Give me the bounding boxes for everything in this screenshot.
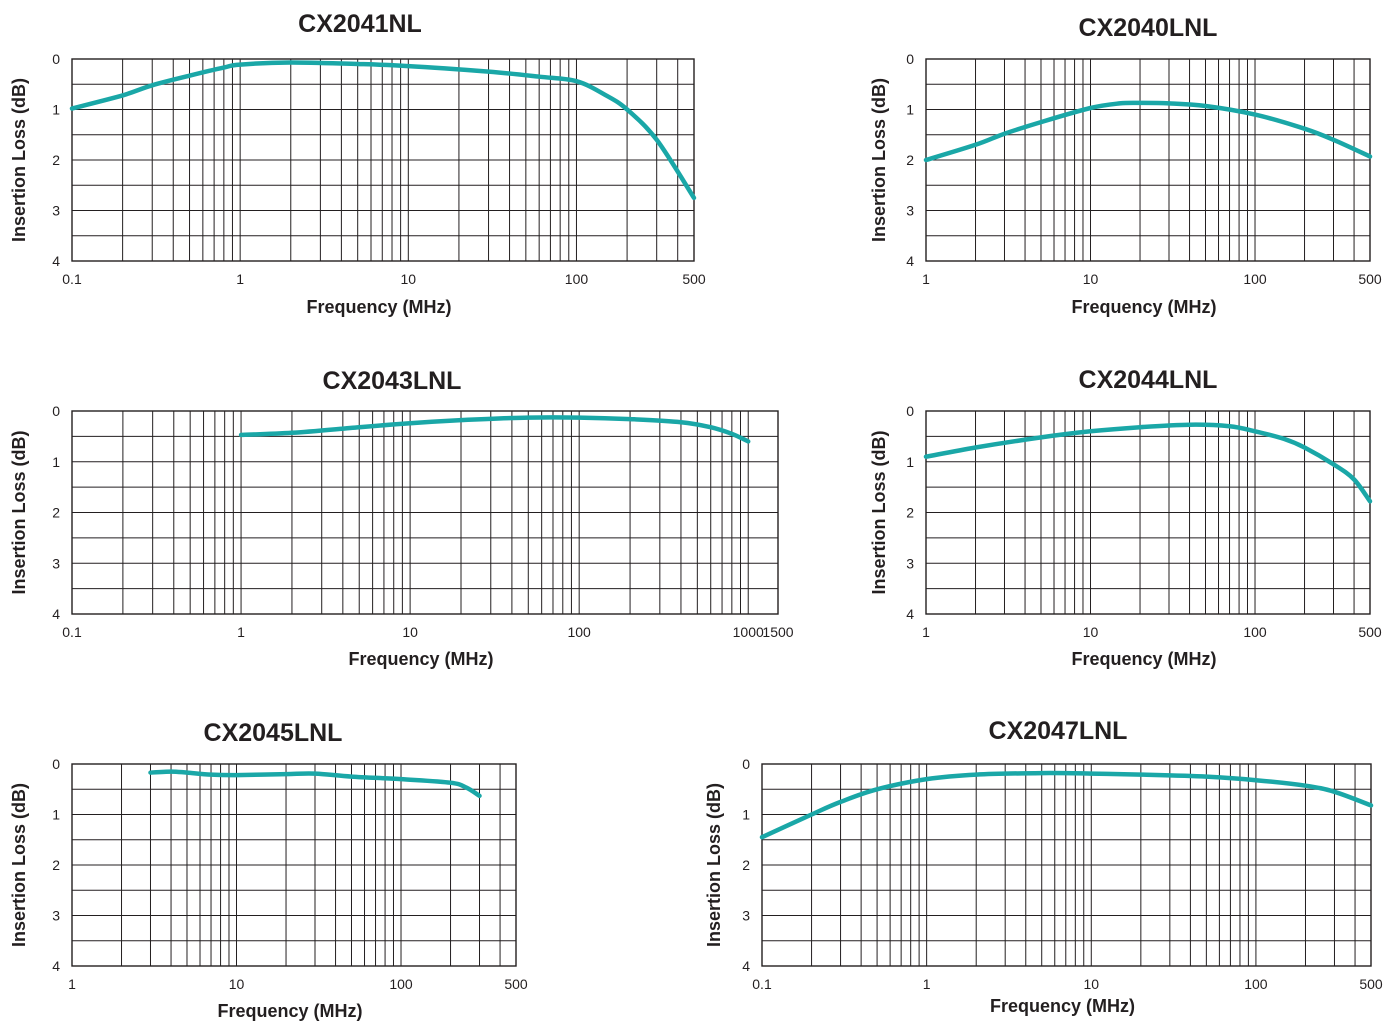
y-tick-label: 1	[906, 454, 914, 470]
y-tick-label: 3	[742, 908, 750, 924]
y-tick-label: 0	[52, 51, 60, 67]
x-tick-label: 500	[1358, 271, 1382, 287]
x-tick-label: 10	[229, 976, 245, 992]
x-tick-label: 100	[1244, 976, 1268, 992]
insertion-loss-curve	[148, 769, 482, 799]
x-axis-label: Frequency (MHz)	[1071, 297, 1216, 317]
chart-5: CX2047LNL 0 1 2 3 40.1 1 10 100 500 Frequency (MHz…	[704, 717, 1383, 1016]
insertion-loss-curve	[923, 100, 1373, 163]
x-tick-label: 500	[682, 271, 706, 287]
x-tick-label: 1	[237, 624, 245, 640]
x-axis-label: Frequency (MHz)	[348, 649, 493, 669]
y-tick-label: 4	[906, 253, 914, 269]
plot-frame	[71, 763, 517, 967]
y-tick-label: 3	[52, 908, 60, 924]
x-tick-label: 500	[1358, 624, 1382, 640]
x-tick-label: 10	[1083, 624, 1099, 640]
y-tick-label: 3	[906, 203, 914, 219]
y-tick-label: 3	[906, 555, 914, 571]
chart-title: CX2044LNL	[1079, 366, 1218, 394]
chart-title: CX2041NL	[298, 10, 422, 38]
y-tick-label: 0	[52, 756, 60, 772]
y-tick-label: 4	[52, 958, 60, 974]
x-tick-label: 1500	[762, 624, 793, 640]
x-axis-label: Frequency (MHz)	[1071, 649, 1216, 669]
x-tick-label: 500	[504, 976, 528, 992]
chart-title: CX2045LNL	[204, 719, 343, 747]
chart-title: CX2040LNL	[1079, 14, 1218, 42]
y-tick-label: 1	[52, 454, 60, 470]
x-tick-label: 10	[1083, 271, 1099, 287]
y-tick-label: 1	[906, 102, 914, 118]
x-tick-label: 1	[68, 976, 76, 992]
y-tick-label: 4	[52, 606, 60, 622]
plot-frame	[71, 58, 695, 262]
y-tick-label: 1	[52, 807, 60, 823]
y-axis-label: Insertion Loss (dB)	[9, 78, 29, 242]
x-tick-label: 1000	[733, 624, 764, 640]
x-tick-label: 0.1	[62, 271, 82, 287]
y-tick-label: 3	[52, 555, 60, 571]
y-tick-label: 4	[742, 958, 750, 974]
y-tick-label: 0	[742, 756, 750, 772]
y-axis-label: Insertion Loss (dB)	[9, 430, 29, 594]
x-tick-label: 100	[567, 624, 591, 640]
y-tick-label: 2	[52, 505, 60, 521]
x-tick-label: 1	[923, 976, 931, 992]
y-tick-label: 1	[52, 102, 60, 118]
x-tick-label: 100	[565, 271, 589, 287]
x-tick-label: 1	[236, 271, 244, 287]
insertion-loss-curve	[69, 60, 697, 201]
chart-title: CX2043LNL	[323, 367, 462, 395]
x-tick-label: 100	[1243, 624, 1267, 640]
y-tick-label: 2	[52, 152, 60, 168]
y-tick-label: 2	[52, 857, 60, 873]
x-tick-label: 100	[1243, 271, 1267, 287]
chart-title: CX2047LNL	[989, 717, 1128, 745]
y-axis-label: Insertion Loss (dB)	[869, 430, 889, 594]
y-axis-label: Insertion Loss (dB)	[704, 783, 724, 947]
x-tick-label: 10	[401, 271, 417, 287]
y-tick-label: 0	[906, 403, 914, 419]
x-tick-label: 0.1	[62, 624, 82, 640]
insertion-loss-curve	[238, 415, 751, 444]
y-axis-label: Insertion Loss (dB)	[9, 783, 29, 947]
x-axis-label: Frequency (MHz)	[306, 297, 451, 317]
y-tick-label: 0	[906, 51, 914, 67]
x-tick-label: 10	[1083, 976, 1099, 992]
x-axis-label: Frequency (MHz)	[990, 996, 1135, 1016]
x-axis-label: Frequency (MHz)	[217, 1001, 362, 1021]
plot-frame	[71, 410, 779, 615]
y-tick-label: 2	[906, 505, 914, 521]
chart-0: CX2041NL 0 1 2 3 40.1 1 10 100 500 Frequency (MHz)…	[9, 10, 706, 317]
insertion-loss-curve	[759, 770, 1374, 840]
y-tick-label: 1	[742, 807, 750, 823]
x-tick-label: 1	[922, 624, 930, 640]
y-tick-label: 4	[906, 606, 914, 622]
x-tick-label: 0.1	[752, 976, 772, 992]
plot-frame	[925, 410, 1371, 615]
x-tick-label: 1	[922, 271, 930, 287]
y-tick-label: 2	[906, 152, 914, 168]
plot-frame	[761, 763, 1372, 967]
x-tick-label: 10	[402, 624, 418, 640]
y-tick-label: 4	[52, 253, 60, 269]
y-tick-label: 2	[742, 857, 750, 873]
y-tick-label: 3	[52, 203, 60, 219]
y-tick-label: 0	[52, 403, 60, 419]
x-tick-label: 100	[389, 976, 413, 992]
insertion-loss-curve	[923, 422, 1373, 504]
y-axis-label: Insertion Loss (dB)	[869, 78, 889, 242]
x-tick-label: 500	[1359, 976, 1383, 992]
